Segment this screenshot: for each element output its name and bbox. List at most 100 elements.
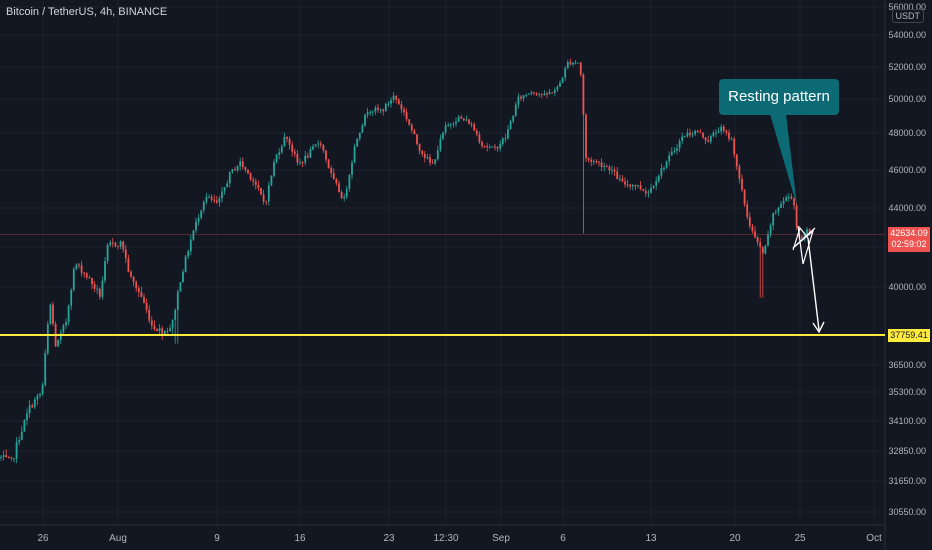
- candle-body: [335, 178, 338, 184]
- resting-pattern-callout[interactable]: Resting pattern: [719, 79, 839, 115]
- candle-body: [613, 169, 616, 172]
- candle-body: [356, 138, 359, 147]
- candle-body: [647, 192, 650, 194]
- candle-body: [299, 162, 301, 164]
- candle-body: [806, 229, 808, 236]
- candle-body: [28, 405, 31, 414]
- candle-body: [163, 331, 166, 335]
- candle-body: [442, 132, 444, 139]
- candle-body: [140, 292, 143, 297]
- candle-body: [704, 137, 707, 141]
- candle-body: [7, 457, 10, 459]
- candle-body: [296, 153, 299, 163]
- candle-body: [239, 161, 242, 167]
- candle-body: [293, 151, 296, 154]
- candle-body: [501, 138, 504, 145]
- candle-body: [85, 273, 88, 278]
- candle-body: [262, 194, 265, 202]
- candle-body: [369, 111, 372, 113]
- candle-body: [343, 196, 346, 199]
- candle-body: [397, 99, 400, 105]
- candle-body: [192, 230, 195, 240]
- y-tick-label: 54000.00: [888, 30, 926, 40]
- candle-body: [468, 119, 470, 125]
- candle-body: [408, 119, 411, 125]
- candlestick-series: [0, 58, 811, 464]
- candle-body: [377, 107, 379, 110]
- candle-body: [767, 234, 769, 246]
- candle-body: [657, 175, 660, 182]
- candle-body: [267, 185, 270, 202]
- candle-body: [605, 166, 608, 168]
- candle-body: [301, 162, 304, 164]
- candle-body: [735, 154, 738, 167]
- candle-body: [473, 124, 476, 131]
- candle-body: [348, 174, 351, 189]
- candle-body: [577, 62, 580, 64]
- candle-body: [234, 169, 236, 171]
- candle-body: [530, 92, 533, 94]
- candle-body: [725, 130, 728, 133]
- candle-body: [738, 166, 741, 179]
- candle-body: [20, 431, 23, 440]
- candle-body: [569, 61, 572, 65]
- candle-body: [221, 191, 223, 199]
- x-tick-label: 16: [294, 533, 306, 544]
- candle-body: [197, 217, 200, 222]
- candle-body: [709, 136, 712, 142]
- candle-body: [390, 100, 392, 104]
- candle-body: [447, 124, 450, 126]
- candle-body: [644, 190, 647, 194]
- candle-body: [358, 132, 361, 139]
- candle-body: [392, 95, 395, 101]
- candle-body: [618, 178, 621, 180]
- candle-body: [195, 221, 197, 231]
- candle-body: [608, 166, 611, 171]
- candle-body: [150, 320, 153, 326]
- candle-body: [137, 288, 140, 293]
- candle-body: [696, 130, 699, 133]
- candle-body: [572, 62, 574, 65]
- candle-body: [325, 150, 327, 160]
- candle-body: [88, 277, 91, 279]
- candle-body: [59, 332, 62, 341]
- candle-body: [148, 309, 151, 321]
- y-tick-label: 52000.00: [888, 62, 926, 72]
- candle-body: [785, 197, 788, 201]
- currency-unit-badge[interactable]: USDT: [891, 9, 924, 23]
- candle-body: [587, 158, 590, 160]
- candle-body: [759, 242, 762, 248]
- candle-body: [548, 92, 551, 95]
- candle-body: [288, 138, 291, 145]
- candle-body: [418, 143, 421, 151]
- candle-body: [306, 155, 309, 158]
- candle-body: [213, 199, 216, 201]
- candle-body: [200, 210, 203, 218]
- candle-body: [319, 143, 322, 145]
- candle-body: [395, 95, 398, 100]
- candle-body: [694, 130, 697, 135]
- candle-body: [639, 185, 642, 190]
- x-tick-label: 6: [560, 533, 566, 544]
- pennant-triangle-icon: [792, 225, 816, 265]
- candle-body: [707, 140, 710, 142]
- x-tick-label: 26: [37, 533, 49, 544]
- candle-body: [512, 115, 515, 122]
- candle-body: [637, 185, 639, 187]
- candle-body: [215, 200, 218, 203]
- candle-body: [681, 136, 684, 142]
- x-tick-label: 20: [729, 533, 741, 544]
- candle-body: [540, 94, 543, 96]
- candle-body: [728, 132, 730, 139]
- candle-body: [525, 94, 528, 96]
- candle-body: [31, 405, 34, 408]
- candle-body: [104, 261, 106, 281]
- y-tick-label: 56000.00: [888, 2, 926, 12]
- candle-body: [717, 131, 720, 133]
- x-tick-label: 12:30: [433, 533, 458, 544]
- candle-body: [702, 132, 704, 138]
- y-tick-label: 40000.00: [888, 282, 926, 292]
- candle-body: [400, 104, 403, 110]
- candle-body: [444, 125, 447, 133]
